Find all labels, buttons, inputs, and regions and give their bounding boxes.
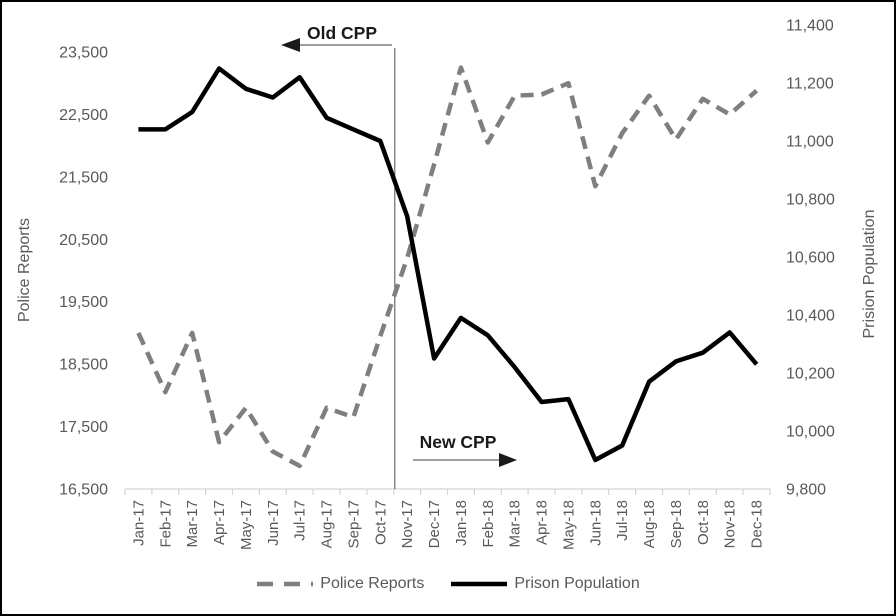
legend-item-police-reports: Police Reports [256,575,424,593]
x-tick-label: Sep-17 [345,500,362,548]
x-tick-label: Oct-18 [695,500,712,545]
legend-item-prison-population: Prison Population [450,575,640,593]
y-tick-label: 21,500 [59,169,108,186]
right-axis-tick-labels: 9,800 10,000 10,200 10,400 10,600 10,800 11,00… [786,18,835,499]
y-tick-label: 16,500 [59,482,108,499]
y-tick-label: 18,500 [59,357,108,374]
police-reports-line [136,65,759,469]
x-tick-label: Mar-18 [507,500,524,548]
solid-line-swatch-icon [451,581,508,587]
x-tick-label: Oct-17 [372,500,389,545]
y-tick-label: 10,600 [786,250,835,267]
x-tick-label: Sep-18 [668,500,685,548]
y-tick-label: 10,000 [786,424,835,441]
x-category-labels: Jan-17 Feb-17 Mar-17 Apr-17 May-17 Jun-17 Jul-… [130,500,765,550]
x-tick-label: Jun-18 [587,500,604,546]
y-tick-label: 11,000 [786,134,834,151]
y-tick-label: 9,800 [786,482,826,499]
x-tick-label: Feb-17 [157,500,174,548]
left-arrowhead-icon [281,38,300,52]
y-tick-label: 19,500 [59,294,108,311]
dashed-line-swatch-icon [257,581,314,587]
left-axis-tick-labels: 16,500 17,500 18,500 19,500 20,500 21,500 22,5… [59,45,108,499]
x-tick-label: Nov-17 [399,500,416,548]
new-cpp-label: New CPP [420,432,497,452]
x-tick-label: Dec-18 [749,500,766,548]
old-cpp-annotation: Old CPP [281,23,392,52]
x-tick-label: Aug-18 [641,500,658,548]
x-tick-label: Jan-17 [130,500,147,546]
y-tick-label: 10,200 [786,366,835,383]
right-arrowhead-icon [499,453,517,467]
x-tick-label: Mar-17 [184,500,201,548]
y-tick-label: 22,500 [59,107,108,124]
legend: Police Reports Prison Population [2,575,894,593]
y-tick-label: 11,400 [786,18,834,35]
y-tick-label: 10,400 [786,308,835,325]
x-tick-label: Jul-17 [292,500,309,541]
y-tick-label: 10,800 [786,192,835,209]
legend-label: Prison Population [514,575,640,592]
left-axis-title: Police Reports [16,218,33,322]
x-tick-label: Jun-17 [265,500,282,546]
x-tick-label: Apr-18 [534,500,551,545]
x-tick-label: Feb-18 [480,500,497,548]
new-cpp-annotation: New CPP [413,432,517,467]
x-tick-marks [124,489,771,495]
x-tick-label: Aug-17 [319,500,336,548]
prison-population-line [138,66,759,463]
right-axis-title: Prision Population [861,210,878,339]
x-tick-label: Jul-18 [614,500,631,541]
x-tick-label: Apr-17 [211,500,228,545]
x-tick-label: Dec-17 [426,500,443,548]
y-tick-label: 20,500 [59,232,108,249]
x-tick-label: Nov-18 [722,500,739,548]
y-tick-label: 23,500 [59,45,108,62]
y-tick-label: 11,200 [786,76,834,93]
x-tick-label: May-17 [238,500,255,550]
old-cpp-label: Old CPP [307,23,377,43]
legend-label: Police Reports [320,575,425,592]
x-tick-label: Jan-18 [453,500,470,546]
y-tick-label: 17,500 [59,419,108,436]
x-tick-label: May-18 [560,500,577,550]
